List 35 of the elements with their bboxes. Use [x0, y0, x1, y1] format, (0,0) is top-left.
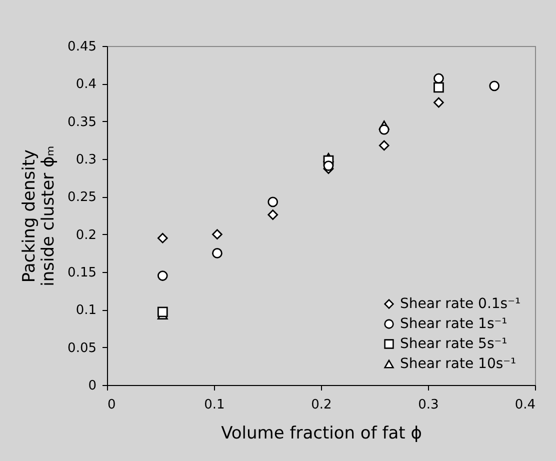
legend-label: Shear rate 10s⁻¹: [400, 356, 516, 372]
point: [268, 196, 278, 208]
y-tick-label: 0.15: [68, 266, 96, 280]
y-tick-label: 0.45: [68, 40, 96, 54]
legend-label: Shear rate 1s⁻¹: [400, 316, 508, 332]
legend-label: Shear rate 0.1s⁻¹: [400, 296, 521, 312]
point: [212, 248, 222, 258]
point: [268, 210, 278, 220]
point: [157, 306, 168, 318]
point: [434, 97, 444, 108]
point: [378, 124, 390, 135]
y-tick-label: 0: [88, 378, 96, 394]
y-axis-title: Packing density inside cluster ϕₘ: [20, 146, 59, 286]
x-tick-label: 0.3: [418, 398, 439, 412]
point: [157, 232, 168, 244]
x-tick-label: 0: [108, 398, 116, 412]
point: [212, 229, 222, 240]
y-tick-label: 0.4: [76, 77, 96, 92]
x-tick-label: 0.1: [204, 398, 225, 412]
y-tick-label: 0.1: [76, 303, 96, 318]
point: [378, 140, 390, 151]
x-tick-label: 0.2: [311, 398, 332, 412]
legend-label: Shear rate 5s⁻¹: [400, 336, 508, 352]
y-tick-label: 0.2: [76, 228, 96, 243]
y-tick-label: 0.35: [68, 114, 96, 130]
point: [489, 80, 500, 92]
point: [157, 270, 168, 281]
y-tick-label: 0.3: [76, 152, 96, 168]
point: [323, 160, 334, 171]
y-tick-label: 0.05: [68, 340, 96, 356]
point: [434, 82, 444, 93]
point: [434, 73, 444, 84]
x-axis-title: Volume fraction of fat ϕ: [221, 424, 422, 444]
x-tick-label: 0.4: [514, 398, 536, 412]
y-tick-label: 0.25: [68, 190, 96, 206]
